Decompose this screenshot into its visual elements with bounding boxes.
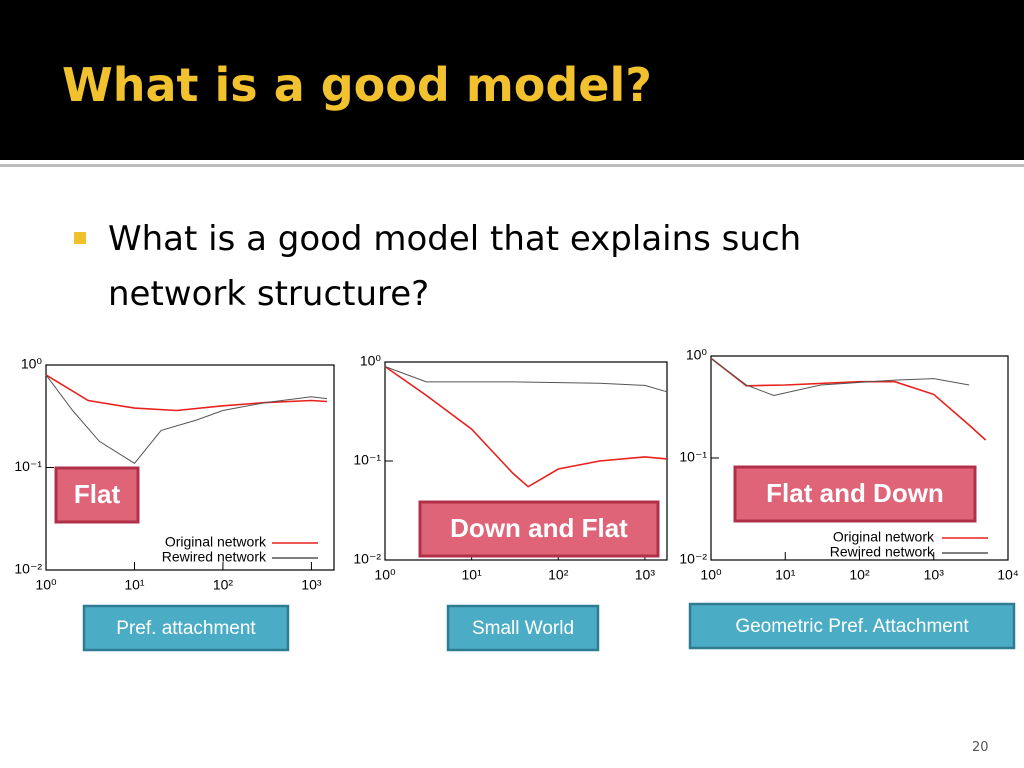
legend-label: Original network <box>833 529 935 545</box>
x-tick-label: 10³ <box>301 577 322 593</box>
y-tick-label: 10⁻¹ <box>353 452 381 468</box>
y-tick-label: 10⁻² <box>679 551 707 567</box>
slide-title: What is a good model? <box>62 58 652 112</box>
x-tick-label: 10² <box>849 567 870 583</box>
annotation-text: Flat <box>74 479 121 509</box>
y-tick-label: 10⁰ <box>21 356 43 372</box>
caption-text: Pref. attachment <box>116 618 256 639</box>
annotation-badge <box>418 500 660 558</box>
y-tick-label: 10⁻¹ <box>14 458 42 474</box>
y-tick-label: 10⁻¹ <box>679 449 707 465</box>
x-tick-label: 10³ <box>924 567 945 583</box>
y-tick-label: 10⁻² <box>14 561 42 577</box>
annotation-text: Flat and Down <box>766 478 944 508</box>
series-line <box>710 357 970 397</box>
y-tick-label: 10⁰ <box>360 353 382 369</box>
title-rule <box>0 164 1024 167</box>
x-tick-label: 10⁰ <box>374 567 396 583</box>
annotation-text: Down and Flat <box>450 513 628 543</box>
series-line <box>45 374 328 464</box>
x-tick-label: 10³ <box>635 567 656 583</box>
series-line <box>384 365 668 488</box>
x-tick-label: 10⁰ <box>700 567 722 583</box>
y-tick-label: 10⁰ <box>686 347 708 363</box>
x-tick-label: 10² <box>548 567 569 583</box>
bullet-marker <box>74 232 86 244</box>
caption-text: Small World <box>472 618 574 639</box>
caption-box <box>82 604 290 652</box>
legend-label: Rewired network <box>830 544 935 560</box>
x-tick-label: 10⁰ <box>35 577 57 593</box>
bullet-text: What is a good model that explains such … <box>108 219 802 314</box>
series-line <box>384 366 668 393</box>
caption-box <box>446 604 600 652</box>
legend-label: Original network <box>165 534 267 550</box>
y-tick-label: 10⁻² <box>353 551 381 567</box>
page-number: 20 <box>972 740 989 755</box>
x-tick-label: 10² <box>213 577 234 593</box>
x-tick-label: 10⁴ <box>997 567 1019 583</box>
x-tick-label: 10¹ <box>462 567 483 583</box>
x-tick-label: 10¹ <box>775 567 796 583</box>
caption-box <box>688 602 1016 650</box>
legend-label: Rewired network <box>162 549 267 565</box>
x-tick-label: 10¹ <box>124 577 145 593</box>
annotation-badge <box>54 466 140 524</box>
series-line <box>45 374 328 412</box>
caption-text: Geometric Pref. Attachment <box>735 616 969 637</box>
annotation-badge <box>733 465 977 523</box>
title-bar <box>0 0 1024 160</box>
